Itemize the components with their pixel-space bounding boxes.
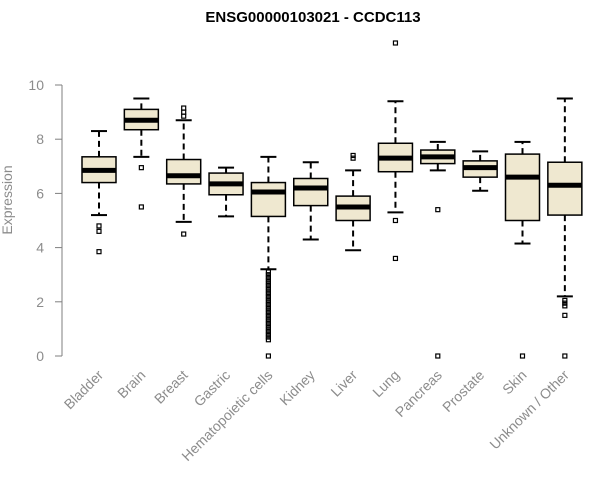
y-tick-label: 8 xyxy=(36,131,44,147)
x-tick-label-prostate: Prostate xyxy=(439,367,487,415)
outlier-point xyxy=(392,40,399,46)
outlier-point xyxy=(265,291,271,297)
y-axis-label: Expression xyxy=(0,165,15,234)
outlier-point xyxy=(562,297,568,304)
x-tick-label-skin: Skin xyxy=(499,367,530,398)
outlier-point xyxy=(181,231,187,237)
x-tick-label-liver: Liver xyxy=(327,367,360,400)
box-unknown-other xyxy=(547,97,583,359)
x-tick-label-bladder: Bladder xyxy=(61,367,107,413)
outlier-point xyxy=(265,285,271,291)
outlier-point xyxy=(519,353,526,359)
outlier-point xyxy=(265,315,271,321)
x-tick-label-brain: Brain xyxy=(114,367,148,401)
x-tick-label-unknown-other: Unknown / Other xyxy=(486,367,572,453)
outlier-point xyxy=(265,269,271,275)
outlier-point xyxy=(265,299,271,305)
axes: 0 2 4 6 8 10 xyxy=(28,77,63,364)
x-tick-label-breast: Breast xyxy=(151,367,191,407)
outlier-point xyxy=(265,272,271,278)
outlier-point xyxy=(265,288,271,294)
outlier-point xyxy=(435,207,441,213)
x-tick-label-pancreas: Pancreas xyxy=(392,367,445,420)
outlier-point xyxy=(265,301,271,308)
box-hematopoietic-cells xyxy=(250,155,287,359)
box-iqr xyxy=(165,158,202,185)
box-gastric xyxy=(208,166,244,218)
outlier-point xyxy=(96,228,102,234)
chart-title: ENSG00000103021 - CCDC113 xyxy=(205,9,420,26)
outlier-point xyxy=(265,280,271,286)
box-pancreas xyxy=(420,140,456,359)
outlier-point xyxy=(350,152,356,159)
box-lung xyxy=(377,40,414,262)
y-tick-label: 2 xyxy=(36,294,44,310)
box-brain xyxy=(123,97,160,210)
outlier-point xyxy=(265,312,271,318)
outlier-point xyxy=(562,300,568,306)
x-tick-label-kidney: Kidney xyxy=(276,367,318,409)
box-kidney xyxy=(293,161,329,241)
y-tick-label: 4 xyxy=(36,240,44,256)
outlier-point xyxy=(265,353,271,359)
outlier-point xyxy=(562,303,568,309)
outlier-point xyxy=(96,249,102,255)
outlier-point xyxy=(265,326,271,332)
box-iqr xyxy=(504,153,541,222)
outlier-point xyxy=(392,255,399,262)
outlier-point xyxy=(265,277,271,283)
y-tick-label: 0 xyxy=(36,348,44,364)
outlier-point xyxy=(562,353,568,359)
outlier-point xyxy=(265,307,271,313)
outlier-point xyxy=(265,334,271,340)
boxes xyxy=(81,40,583,359)
outlier-point xyxy=(181,109,187,115)
box-iqr xyxy=(293,177,329,207)
outlier-point xyxy=(265,331,271,337)
outlier-point xyxy=(265,282,271,289)
outlier-point xyxy=(265,320,271,327)
outlier-point xyxy=(265,293,271,299)
outlier-point xyxy=(265,304,271,310)
outlier-point xyxy=(265,296,271,302)
outlier-point xyxy=(138,204,144,210)
outlier-point xyxy=(181,105,187,111)
outlier-point xyxy=(265,310,271,316)
box-prostate xyxy=(462,150,498,192)
outlier-point xyxy=(562,312,568,318)
box-iqr xyxy=(547,161,583,216)
box-liver xyxy=(335,152,371,252)
box-bladder xyxy=(81,130,117,255)
x-tick-label-lung: Lung xyxy=(369,367,402,400)
y-tick-label: 6 xyxy=(36,185,44,201)
outlier-point xyxy=(265,318,271,324)
outlier-point xyxy=(181,113,187,119)
outlier-point xyxy=(265,337,271,343)
outlier-point xyxy=(392,217,399,224)
outlier-point xyxy=(265,323,271,329)
outlier-point xyxy=(138,165,144,171)
outlier-point xyxy=(96,223,102,229)
y-tick-label: 10 xyxy=(28,77,44,93)
box-iqr xyxy=(250,181,287,218)
outlier-point xyxy=(265,329,271,335)
outlier-point xyxy=(350,155,356,161)
box-skin xyxy=(504,140,541,359)
outlier-point xyxy=(265,274,271,281)
box-breast xyxy=(165,105,202,237)
outlier-point xyxy=(435,353,441,359)
